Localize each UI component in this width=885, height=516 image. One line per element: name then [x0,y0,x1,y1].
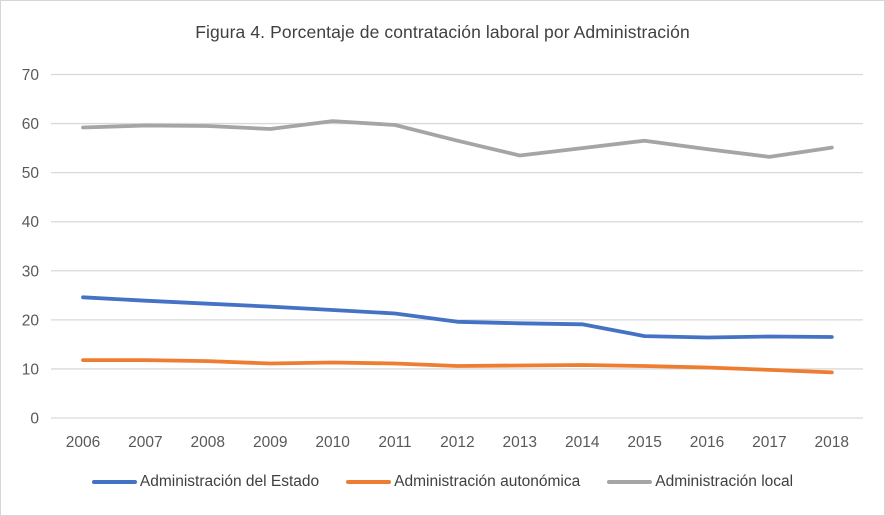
y-tick-label: 40 [22,214,40,231]
x-tick-label: 2007 [128,434,162,451]
x-tick-label: 2006 [66,434,100,451]
y-tick-label: 30 [22,263,40,280]
x-tick-label: 2008 [191,434,225,451]
y-tick-label: 10 [22,361,40,378]
x-tick-label: 2011 [378,434,411,451]
series-line-2 [81,119,834,159]
series-line-1 [81,358,834,375]
x-tick-label: 2012 [440,434,474,451]
y-tick-label: 20 [22,312,40,329]
legend-item-estado: Administración del Estado [91,473,320,491]
legend-item-autonomica: Administración autonómica [346,473,580,491]
legend-swatch-autonomica [346,480,392,484]
chart-legend: Administración del Estado Administración… [1,473,884,491]
legend-swatch-local [607,480,653,484]
x-tick-label: 2016 [690,434,724,451]
legend-label-estado: Administración del Estado [139,473,320,490]
x-tick-label: 2009 [253,434,287,451]
legend-label-local: Administración local [655,473,794,490]
x-tick-label: 2014 [565,434,600,451]
x-tick-label: 2010 [315,434,350,451]
series-line-0 [81,295,834,340]
chart-title: Figura 4. Porcentaje de contratación lab… [195,22,690,42]
legend-item-local: Administración local [607,473,793,491]
y-tick-label: 70 [22,67,40,84]
y-tick-label: 60 [22,116,40,133]
line-chart-plot: 0 10 20 30 40 50 60 70 2006 2007 2008 2009 2010 2011 2… [22,67,863,451]
legend-swatch-estado [91,480,137,484]
y-tick-label: 50 [22,165,40,182]
x-tick-label: 2017 [752,434,786,451]
x-tick-label: 2013 [503,434,537,451]
y-tick-label: 0 [30,411,39,428]
legend-label-autonomica: Administración autonómica [394,473,581,490]
x-tick-label: 2015 [627,434,661,451]
x-tick-label: 2018 [815,434,849,451]
